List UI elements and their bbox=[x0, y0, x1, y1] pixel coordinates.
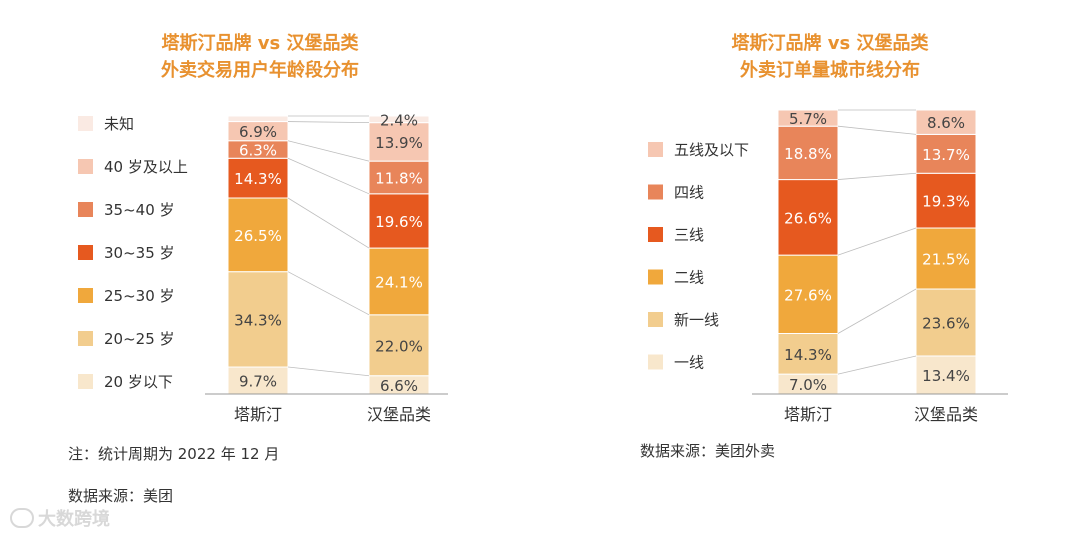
watermark: 大数跨境 bbox=[10, 505, 110, 531]
city-data-label-1-5: 8.6% bbox=[927, 114, 965, 132]
city-legend-label-2: 三线 bbox=[674, 226, 704, 244]
age-legend-swatch-4 bbox=[78, 288, 93, 303]
city-data-label-1-4: 13.7% bbox=[922, 146, 970, 164]
city-bar-1-seg-3 bbox=[915, 172, 977, 229]
city-connector-3 bbox=[837, 172, 917, 180]
age-connector-3 bbox=[287, 157, 370, 195]
age-data-label-1-4: 11.8% bbox=[375, 169, 423, 187]
city-legend-label-5: 一线 bbox=[674, 354, 704, 372]
age-legend-label-6: 20 岁以下 bbox=[104, 373, 173, 391]
city-bar-0-seg-2 bbox=[777, 254, 839, 335]
chart-title-age: 塔斯汀品牌 vs 汉堡品类 外卖交易用户年龄段分布 bbox=[80, 30, 440, 84]
city-legend-label-1: 四线 bbox=[674, 184, 704, 202]
age-legend-label-2: 35~40 岁 bbox=[104, 201, 175, 219]
city-data-label-1-1: 23.6% bbox=[922, 315, 970, 333]
age-bar-0-seg-3 bbox=[227, 157, 289, 199]
age-bar-0-seg-1 bbox=[227, 271, 289, 368]
age-data-label-0-1: 34.3% bbox=[234, 311, 282, 329]
age-bar-0-seg-6 bbox=[227, 115, 289, 123]
age-legend-swatch-2 bbox=[78, 202, 93, 217]
city-connector-2 bbox=[837, 227, 917, 256]
city-data-label-1-0: 13.4% bbox=[922, 367, 970, 385]
age-data-label-0-0: 9.7% bbox=[239, 373, 277, 391]
chart-source-age: 数据来源：美团 bbox=[68, 487, 174, 505]
city-tick-label-0: 塔斯汀 bbox=[784, 405, 832, 424]
age-data-label-0-3: 14.3% bbox=[234, 170, 282, 188]
city-legend-label-0: 五线及以下 bbox=[674, 141, 749, 159]
age-data-label-1-3: 19.6% bbox=[375, 213, 423, 231]
age-data-label-0-4: 6.3% bbox=[239, 141, 277, 159]
city-legend-swatch-5 bbox=[648, 354, 663, 370]
city-legend-swatch-0 bbox=[648, 142, 663, 157]
chart-source-city: 数据来源：美团外卖 bbox=[640, 442, 776, 460]
city-legend-label-4: 新一线 bbox=[674, 311, 719, 329]
age-legend-label-4: 25~30 岁 bbox=[104, 287, 175, 305]
city-connector-0 bbox=[837, 355, 917, 375]
age-legend-swatch-5 bbox=[78, 331, 93, 346]
city-data-label-0-0: 7.0% bbox=[789, 376, 827, 394]
city-bar-0-seg-3 bbox=[777, 179, 839, 256]
city-data-label-1-3: 19.3% bbox=[922, 193, 970, 211]
age-data-label-1-5: 13.9% bbox=[375, 134, 423, 152]
city-data-label-0-2: 27.6% bbox=[784, 286, 832, 304]
chart-title-city-line2: 外卖订单量城市线分布 bbox=[740, 60, 920, 81]
age-bar-0-seg-0 bbox=[227, 366, 289, 395]
city-connector-4 bbox=[837, 125, 917, 135]
chart-title-age-line1: 塔斯汀品牌 vs 汉堡品类 bbox=[161, 33, 359, 54]
age-data-label-0-5: 6.9% bbox=[239, 123, 277, 141]
city-legend-swatch-2 bbox=[648, 227, 663, 242]
age-data-label-0-2: 26.5% bbox=[234, 227, 282, 245]
age-connector-5 bbox=[287, 121, 370, 124]
watermark-text: 大数跨境 bbox=[38, 509, 110, 530]
chart-title-city-line1: 塔斯汀品牌 vs 汉堡品类 bbox=[731, 33, 929, 54]
age-legend-label-3: 30~35 岁 bbox=[104, 244, 175, 262]
age-data-label-1-1: 22.0% bbox=[375, 337, 423, 355]
city-data-label-0-3: 26.6% bbox=[784, 209, 832, 227]
age-bar-0-seg-2 bbox=[227, 197, 289, 273]
age-data-label-1-0: 6.6% bbox=[380, 377, 418, 395]
age-legend-label-0: 未知 bbox=[104, 115, 134, 133]
watermark-logo-icon bbox=[10, 508, 34, 528]
city-data-label-0-4: 18.8% bbox=[784, 145, 832, 163]
age-legend-swatch-6 bbox=[78, 374, 93, 389]
age-bar-1-seg-3 bbox=[368, 193, 430, 249]
age-bar-1-seg-1 bbox=[368, 314, 430, 377]
chart-note: 注：统计周期为 2022 年 12 月 bbox=[68, 445, 280, 463]
chart-title-age-line2: 外卖交易用户年龄段分布 bbox=[161, 60, 359, 81]
age-tick-label-1: 汉堡品类 bbox=[367, 405, 431, 424]
city-data-label-0-1: 14.3% bbox=[784, 346, 832, 364]
age-legend-label-5: 20~25 岁 bbox=[104, 330, 175, 348]
age-legend-swatch-0 bbox=[78, 116, 93, 131]
city-legend-swatch-3 bbox=[648, 269, 663, 285]
city-data-label-1-2: 21.5% bbox=[922, 251, 970, 269]
age-tick-label-0: 塔斯汀 bbox=[234, 405, 282, 424]
age-connector-4 bbox=[287, 140, 370, 162]
city-bar-1-seg-5 bbox=[915, 109, 977, 135]
city-connector-1 bbox=[837, 288, 917, 334]
age-data-label-1-2: 24.1% bbox=[375, 273, 423, 291]
city-legend-swatch-1 bbox=[648, 184, 663, 200]
age-bar-1-seg-5 bbox=[368, 122, 430, 162]
age-bar-1-seg-6 bbox=[368, 115, 430, 124]
chart-title-city: 塔斯汀品牌 vs 汉堡品类 外卖订单量城市线分布 bbox=[650, 30, 1010, 84]
age-legend-swatch-3 bbox=[78, 245, 93, 260]
age-data-label-1-6: 2.4% bbox=[380, 111, 418, 129]
age-connector-0 bbox=[287, 366, 370, 377]
city-bar-1-seg-0 bbox=[915, 355, 977, 395]
city-legend-label-3: 二线 bbox=[674, 269, 704, 287]
city-bar-0-seg-5 bbox=[777, 109, 839, 127]
city-bar-1-seg-2 bbox=[915, 227, 977, 290]
age-legend-label-1: 40 岁及以上 bbox=[104, 158, 188, 176]
age-connector-2 bbox=[287, 197, 370, 249]
city-bar-0-seg-1 bbox=[777, 333, 839, 375]
city-data-label-0-5: 5.7% bbox=[789, 110, 827, 128]
age-connector-1 bbox=[287, 271, 370, 316]
city-tick-label-1: 汉堡品类 bbox=[914, 405, 978, 424]
age-legend-swatch-1 bbox=[78, 159, 93, 174]
city-legend-swatch-4 bbox=[648, 312, 663, 327]
